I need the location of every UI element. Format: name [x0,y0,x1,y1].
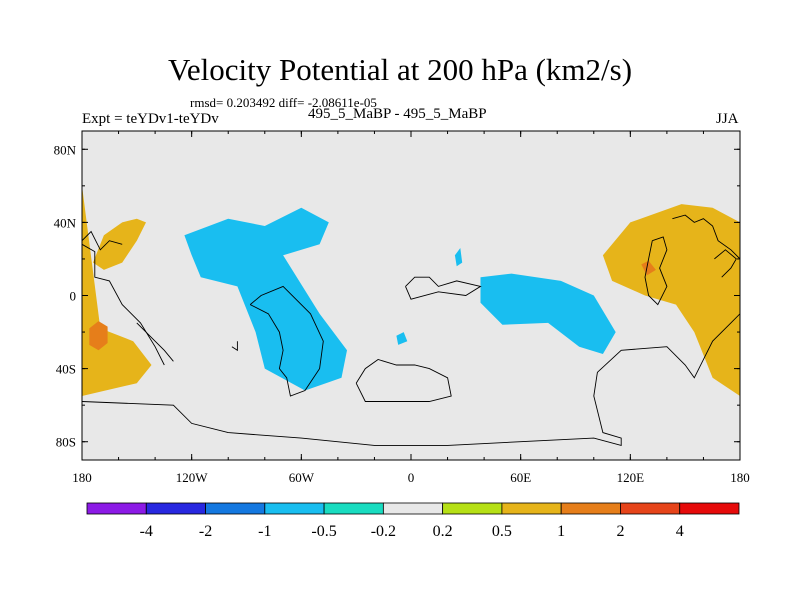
x-tick-label: 120E [617,470,645,485]
y-tick-label: 40N [54,215,77,230]
contour-region-asia-core [641,260,656,276]
coastline-segment [355,359,452,402]
coastline-segment [249,285,324,397]
coastline-segment [82,243,165,366]
contour-region-asia-positive [602,204,740,396]
axis-ticks: 180 120W 60W 0 60E 120E 180 80N 40N 0 40S 80S [54,131,750,485]
colorbar-swatch [264,502,325,515]
map-background [82,131,740,460]
x-tick-label: 60W [289,470,315,485]
contour-region-atlantic-negative-dot [396,332,408,345]
x-tick-label: 180 [72,470,92,485]
colorbar-label: -4 [140,523,153,540]
colorbar-label: -0.2 [371,523,396,540]
contour-region-east-pacific-negative [184,207,347,391]
center-subtitle: 495_5_MaBP - 495_5_MaBP [308,106,487,122]
y-tick-label: 0 [70,289,77,304]
colorbar-label: -2 [199,523,212,540]
contour-region-africa-negative-small [454,248,463,267]
season-label: JJA [716,111,739,127]
stats-text: rmsd= 0.203492 diff= -2.08611e-05 [190,95,377,110]
x-tick-label: 120W [176,470,209,485]
coastline-segment [82,313,740,446]
colorbar-swatch [560,502,621,515]
colorbar-label: 1 [557,523,565,540]
x-tick-label: 0 [408,470,415,485]
colorbar-swatch [205,502,266,515]
coastline-segment [82,230,123,251]
x-tick-label: 180 [730,470,750,485]
coastline-segment [136,322,174,362]
colorbar-swatch [501,502,562,515]
colorbar: -4 -2 -1 -0.5 -0.2 0.2 0.5 1 2 4 [86,502,740,540]
y-tick-label: 80N [54,142,77,157]
colorbar-swatch [442,502,503,515]
colorbar-label: 0.2 [433,523,453,540]
colorbar-label: 4 [676,523,684,540]
colorbar-swatch [382,502,444,515]
contour-region-west-pacific-core [89,321,108,351]
coastline-segment [672,214,740,260]
x-tick-label: 60E [510,470,531,485]
colorbar-swatch [679,502,740,515]
colorbar-label: -0.5 [311,523,336,540]
colorbar-label: -1 [258,523,271,540]
colorbar-label: 0.5 [492,523,512,540]
y-tick-label: 80S [56,435,76,450]
contour-region-indian-ocean-negative [480,273,616,354]
chart-title: Velocity Potential at 200 hPa (km2/s) [167,52,633,87]
coastline-segment [714,249,737,278]
left-subtitle: Expt = teYDv1-teYDv [82,111,219,127]
coastline-segment [231,341,238,352]
coastline-layer [82,214,740,446]
coastline-segment [405,276,482,300]
colorbar-swatch [145,502,206,515]
colorbar-label: 2 [616,523,624,540]
colorbar-swatch [323,502,384,515]
coastline-segment [644,236,668,306]
colorbar-swatch [86,502,147,515]
contour-fill-layer [82,185,740,396]
contour-region-north-pacific-positive [93,218,146,270]
colorbar-swatch [620,502,681,515]
y-tick-label: 40S [56,362,76,377]
